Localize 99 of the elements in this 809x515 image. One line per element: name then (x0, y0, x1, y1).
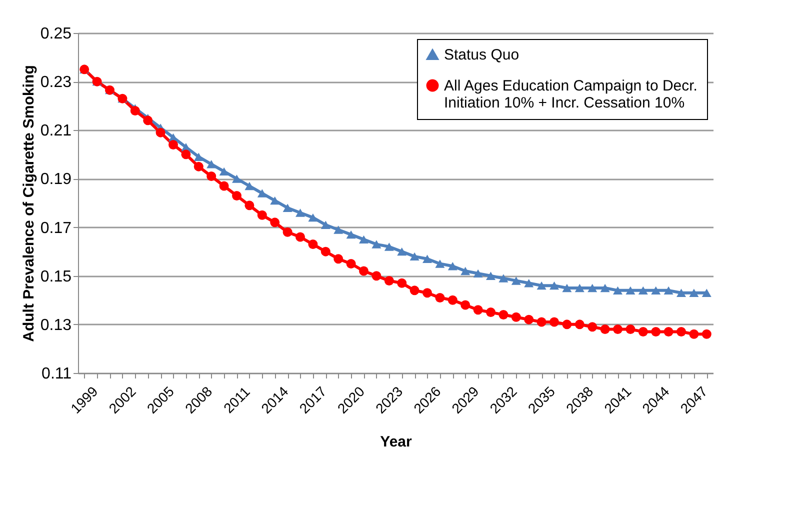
point (359, 266, 368, 276)
point (460, 300, 470, 310)
point (156, 128, 166, 138)
point (359, 235, 368, 244)
point (397, 247, 407, 256)
point (320, 220, 330, 229)
point (270, 218, 280, 228)
point (498, 310, 508, 320)
y-tick-label: 0.13 (40, 316, 72, 334)
point (473, 269, 483, 278)
point (562, 320, 572, 330)
point (550, 281, 559, 290)
point (244, 182, 254, 190)
legend-label: Status Quo (444, 46, 520, 64)
point (206, 172, 216, 182)
y-tick-label: 0.19 (40, 171, 72, 188)
x-axis-title: Year (380, 433, 412, 450)
point (435, 260, 445, 268)
point (143, 116, 153, 126)
y-tick-label: 0.25 (40, 26, 72, 42)
point (410, 286, 420, 296)
point (448, 262, 458, 270)
point (296, 232, 305, 242)
point (536, 317, 546, 327)
point (702, 288, 712, 297)
point (511, 312, 521, 322)
point (219, 181, 229, 191)
point (550, 317, 559, 327)
point (574, 320, 584, 330)
point (702, 329, 712, 339)
point (613, 286, 622, 295)
point (664, 326, 674, 336)
point (296, 208, 305, 217)
y-tick-label: 0.11 (42, 366, 72, 382)
point (334, 254, 344, 264)
point (308, 240, 318, 250)
point (372, 271, 382, 281)
point (384, 276, 394, 286)
point (346, 230, 356, 239)
point (448, 295, 458, 305)
point (613, 324, 622, 334)
point (244, 200, 254, 210)
point (562, 284, 572, 292)
point (473, 305, 483, 315)
point (232, 190, 242, 200)
y-tick-label: 0.15 (40, 268, 72, 286)
point (206, 160, 216, 168)
point (626, 286, 636, 295)
point (422, 288, 432, 298)
point (588, 284, 598, 292)
point (372, 240, 382, 248)
point (435, 292, 445, 302)
point (181, 150, 191, 160)
point (638, 326, 648, 336)
point (257, 210, 267, 220)
point (676, 326, 686, 336)
point (524, 279, 534, 288)
point (588, 322, 598, 332)
point (626, 324, 636, 334)
point (194, 152, 204, 161)
point (511, 276, 521, 285)
y-tick-label: 0.21 (40, 122, 72, 140)
point (270, 196, 280, 205)
point (308, 213, 318, 222)
point (651, 326, 661, 336)
point (130, 106, 140, 116)
point (498, 274, 508, 282)
point (257, 189, 267, 198)
point (397, 278, 407, 288)
y-tick-label: 0.23 (40, 74, 72, 92)
point (282, 204, 292, 212)
point (460, 266, 470, 276)
point (689, 288, 699, 297)
y-axis-title: Adult Prevalence of Cigarette Smoking (20, 65, 38, 342)
y-tick-label: 0.17 (40, 220, 72, 237)
point (600, 284, 610, 292)
point (194, 162, 204, 172)
point (676, 288, 686, 297)
point (689, 329, 699, 339)
point (486, 272, 496, 280)
point (524, 314, 534, 324)
point (651, 286, 661, 295)
point (638, 286, 648, 295)
point (410, 252, 420, 261)
point (334, 226, 344, 234)
point (320, 246, 330, 256)
point (384, 242, 394, 251)
point (536, 281, 546, 290)
point (600, 324, 610, 334)
legend-label: All Ages Education Campaign to Decr. Initiation 10% + Incr. Cessation 10% (444, 78, 698, 112)
point (664, 286, 674, 295)
point (282, 227, 292, 237)
point (219, 167, 229, 176)
point (168, 140, 178, 150)
point (346, 258, 356, 268)
point (232, 174, 242, 183)
point (486, 308, 496, 318)
point (574, 284, 584, 292)
point (422, 254, 432, 263)
